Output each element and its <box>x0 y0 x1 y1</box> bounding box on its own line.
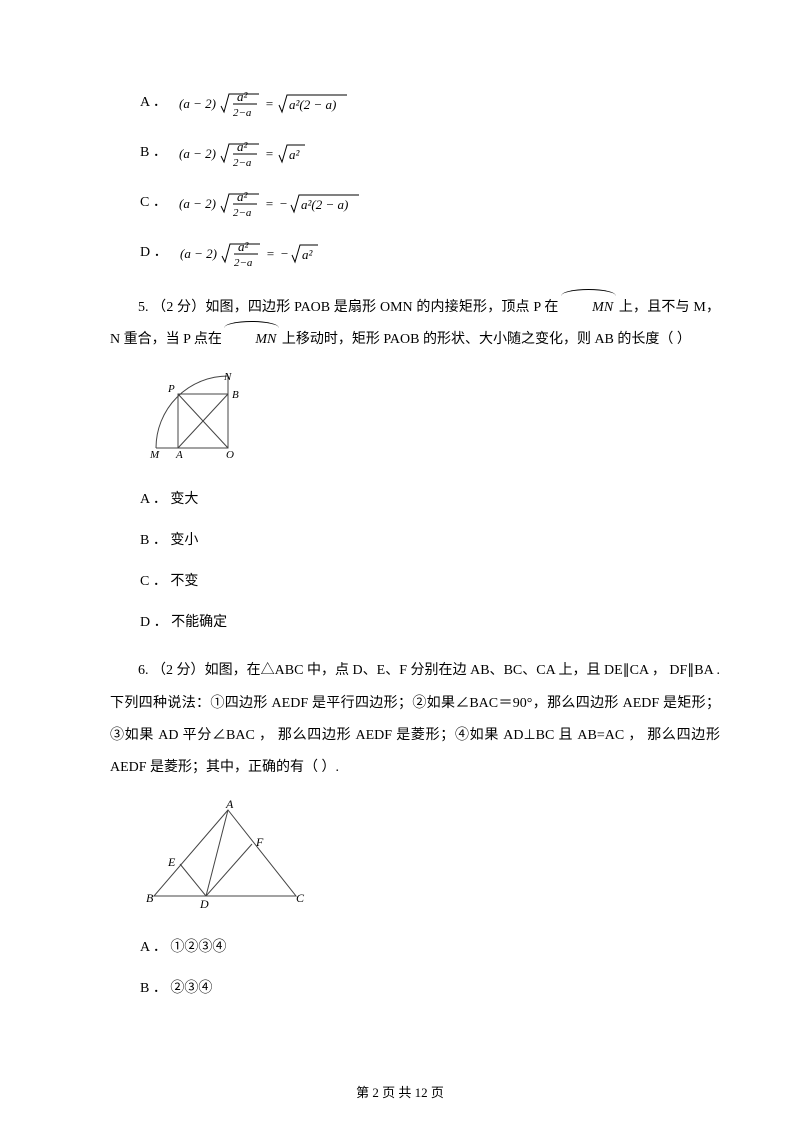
svg-text:(a − 2): (a − 2) <box>179 96 216 111</box>
arc-MN-1: MN <box>562 292 615 324</box>
svg-text:2−a: 2−a <box>233 107 252 119</box>
svg-text:2−a: 2−a <box>233 157 252 169</box>
q4-option-A: A ． (a − 2) a² 2−a = a²(2 − a) <box>140 84 720 120</box>
q4-D-label: D ． <box>140 242 168 263</box>
svg-text:−: − <box>279 196 288 211</box>
q6-fig-A: A <box>225 800 234 811</box>
svg-text:a²: a² <box>289 147 301 162</box>
q4-B-eq: (a − 2) a² 2−a = a² <box>177 134 337 170</box>
q4-B-label: B ． <box>140 142 167 163</box>
q5-fig-B: B <box>232 389 239 401</box>
svg-text:a²: a² <box>237 89 249 104</box>
svg-text:=: = <box>265 146 274 161</box>
q6-fig-D: D <box>199 897 209 910</box>
q5-answers: A ． 变大 B ． 变小 C ． 不变 D ． 不能确定 <box>140 489 720 633</box>
q4-A-label: A ． <box>140 92 167 113</box>
q6-text: 6. （2 分）如图，在△ABC 中，点 D、E、F 分别在边 AB、BC、CA… <box>110 655 720 784</box>
q6-fig-E: E <box>167 855 176 869</box>
q4-A-eq: (a − 2) a² 2−a = a²(2 − a) <box>177 84 367 120</box>
q6-figure-svg: A B C D E F <box>140 800 310 910</box>
q6-fig-F: F <box>255 835 264 849</box>
q5-ans-A: A ． 变大 <box>140 489 720 510</box>
q4-option-C: C ． (a − 2) a² 2−a =−a²(2 − a) <box>140 184 720 220</box>
svg-text:−: − <box>280 246 289 261</box>
svg-text:2−a: 2−a <box>233 207 252 219</box>
svg-text:a²: a² <box>237 139 249 154</box>
q5-fig-M: M <box>149 449 160 461</box>
svg-text:a²(2 − a): a²(2 − a) <box>289 97 336 112</box>
svg-text:(a − 2): (a − 2) <box>179 146 216 161</box>
arc-MN-2: MN <box>225 324 278 356</box>
svg-text:a²: a² <box>238 239 250 254</box>
q5-ans-C: C ． 不变 <box>140 571 720 592</box>
page-footer: 第 2 页 共 12 页 <box>0 1083 800 1103</box>
q4-C-eq: (a − 2) a² 2−a =−a²(2 − a) <box>177 184 377 220</box>
svg-text:=: = <box>265 196 274 211</box>
svg-text:a²: a² <box>302 247 314 262</box>
q5-ans-B: B ． 变小 <box>140 530 720 551</box>
q4-D-eq: (a − 2)a²2−a=−a² <box>178 234 348 270</box>
q5-part-c: 上移动时，矩形 PAOB 的形状、大小随之变化，则 AB 的长度（ ） <box>282 332 691 347</box>
q5-part-a: 5. （2 分）如图，四边形 PAOB 是扇形 OMN 的内接矩形，顶点 P 在 <box>138 300 562 315</box>
svg-text:a²(2 − a): a²(2 − a) <box>301 197 348 212</box>
svg-text:=: = <box>266 246 275 261</box>
q4-option-B: B ． (a − 2) a² 2−a = a² <box>140 134 720 170</box>
q6-answers: A ． ①②③④ B ． ②③④ <box>140 937 720 999</box>
svg-text:a²: a² <box>237 189 249 204</box>
q5-fig-A: A <box>175 449 183 461</box>
q5-fig-N: N <box>223 372 232 383</box>
svg-text:2−a: 2−a <box>234 257 253 269</box>
q6-figure: A B C D E F <box>140 800 720 917</box>
q5-ans-D: D ． 不能确定 <box>140 612 720 633</box>
q6-fig-C: C <box>296 891 305 905</box>
q5-fig-O: O <box>226 449 234 461</box>
q5-text: 5. （2 分）如图，四边形 PAOB 是扇形 OMN 的内接矩形，顶点 P 在… <box>110 292 720 356</box>
q5-fig-P: P <box>167 383 175 395</box>
q4-C-label: C ． <box>140 192 167 213</box>
svg-text:=: = <box>265 96 274 111</box>
q4-options: A ． (a − 2) a² 2−a = a²(2 − a) B ． (a − 2) a²… <box>80 84 720 270</box>
q6-ans-A: A ． ①②③④ <box>140 937 720 958</box>
q6-fig-B: B <box>146 891 154 905</box>
q5-figure: M A O P B N <box>140 372 720 469</box>
q5-figure-svg: M A O P B N <box>140 372 250 462</box>
svg-text:(a − 2): (a − 2) <box>179 196 216 211</box>
svg-text:(a − 2): (a − 2) <box>180 246 217 261</box>
q6-ans-B: B ． ②③④ <box>140 978 720 999</box>
q4-option-D: D ． (a − 2)a²2−a=−a² <box>140 234 720 270</box>
